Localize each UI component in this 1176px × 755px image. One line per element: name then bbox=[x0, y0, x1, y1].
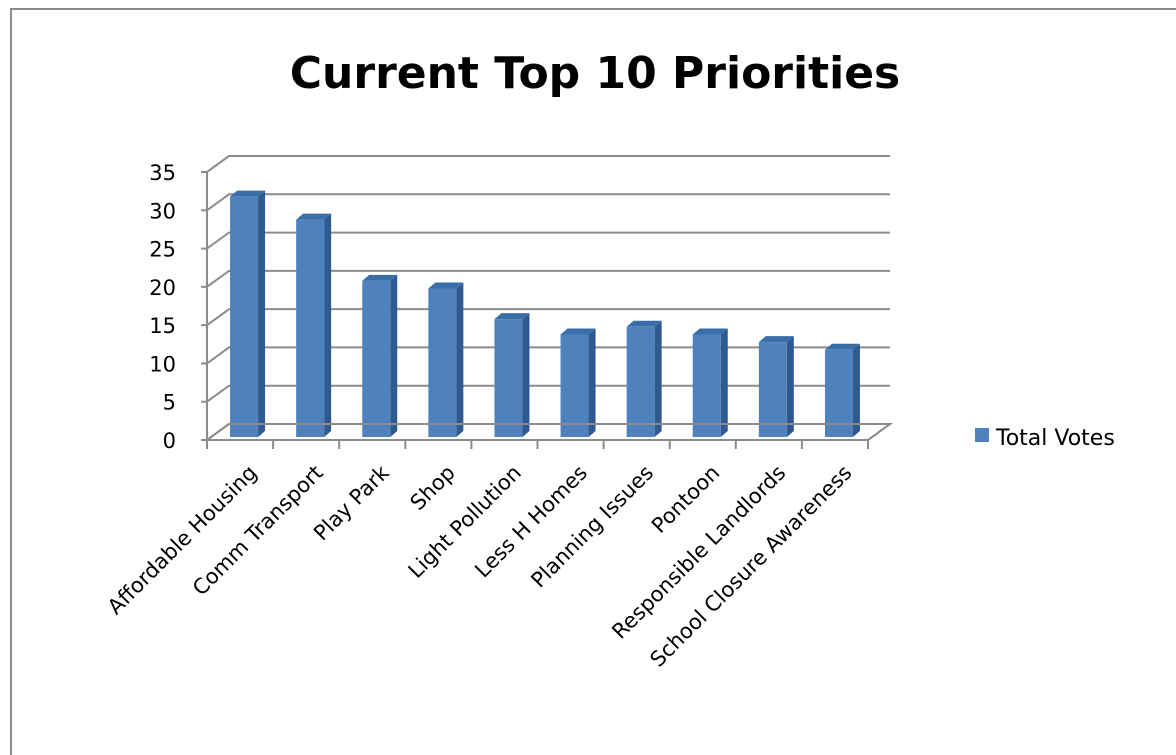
bar-top bbox=[362, 274, 398, 281]
bar-front bbox=[824, 349, 853, 437]
bar bbox=[626, 320, 662, 437]
bar-side bbox=[522, 313, 530, 437]
y-tick-label: 0 bbox=[163, 429, 176, 453]
y-tick-label: 30 bbox=[149, 199, 176, 223]
x-tick-label: Planning Issues bbox=[526, 461, 658, 593]
bar-top bbox=[626, 320, 662, 327]
x-axis-floor-edge bbox=[203, 423, 894, 441]
bar-front bbox=[692, 334, 721, 437]
bar-side bbox=[588, 328, 596, 437]
gridline bbox=[206, 346, 890, 365]
bar-front bbox=[626, 326, 655, 437]
bar-side bbox=[786, 336, 794, 437]
gridline bbox=[206, 308, 890, 326]
x-tick-label: Light Pollution bbox=[404, 461, 526, 583]
bar-top bbox=[296, 213, 332, 220]
bar bbox=[230, 190, 266, 437]
x-tick-label: Less H Homes bbox=[470, 461, 592, 583]
bar-top bbox=[494, 313, 530, 320]
side-wall-edge bbox=[206, 155, 230, 440]
bar-front bbox=[758, 342, 787, 437]
bar bbox=[428, 282, 464, 437]
bar-side bbox=[654, 320, 662, 437]
bar bbox=[560, 328, 596, 437]
bar-top bbox=[230, 190, 266, 197]
bar-top bbox=[560, 328, 596, 335]
bar-front bbox=[362, 280, 391, 437]
bar-side bbox=[324, 213, 332, 437]
y-tick-label: 25 bbox=[149, 238, 176, 262]
bar-side bbox=[456, 282, 464, 437]
y-tick-label: 15 bbox=[149, 314, 176, 338]
y-tick-label: 5 bbox=[163, 391, 176, 415]
legend-label: Total Votes bbox=[995, 426, 1115, 451]
x-tick-label: Shop bbox=[406, 461, 460, 515]
gridlines bbox=[206, 155, 890, 441]
bar-front bbox=[296, 219, 325, 437]
bar-front bbox=[428, 288, 457, 437]
bar bbox=[758, 336, 794, 437]
bar-top bbox=[428, 282, 464, 289]
bar-side bbox=[720, 328, 728, 437]
gridline bbox=[206, 155, 890, 173]
bar bbox=[362, 274, 398, 437]
legend: Total Votes bbox=[975, 426, 1115, 451]
bar bbox=[494, 313, 530, 437]
gridline bbox=[206, 384, 890, 403]
bars bbox=[230, 190, 860, 437]
bar-top bbox=[692, 328, 728, 335]
y-tick-label: 35 bbox=[149, 161, 176, 185]
bar bbox=[824, 343, 860, 437]
bar bbox=[692, 328, 728, 437]
legend-swatch bbox=[975, 428, 989, 442]
gridline bbox=[206, 193, 890, 212]
x-tick-label: Comm Transport bbox=[188, 461, 328, 601]
bar-front bbox=[560, 334, 589, 437]
y-tick-label: 20 bbox=[149, 276, 176, 300]
bar-side bbox=[390, 274, 398, 437]
bar-front bbox=[494, 319, 523, 437]
bar-side bbox=[852, 343, 860, 437]
gridline bbox=[206, 231, 890, 250]
y-axis: 0 5 10 15 20 25 30 35 bbox=[149, 161, 208, 453]
bar-front bbox=[230, 196, 259, 437]
bar-top bbox=[824, 343, 860, 350]
bar-side bbox=[258, 190, 266, 437]
y-tick-label: 10 bbox=[149, 352, 176, 376]
gridline bbox=[206, 269, 890, 288]
bar-top bbox=[758, 336, 794, 343]
bar bbox=[296, 213, 332, 437]
chart-title: Current Top 10 Priorities bbox=[290, 48, 900, 99]
